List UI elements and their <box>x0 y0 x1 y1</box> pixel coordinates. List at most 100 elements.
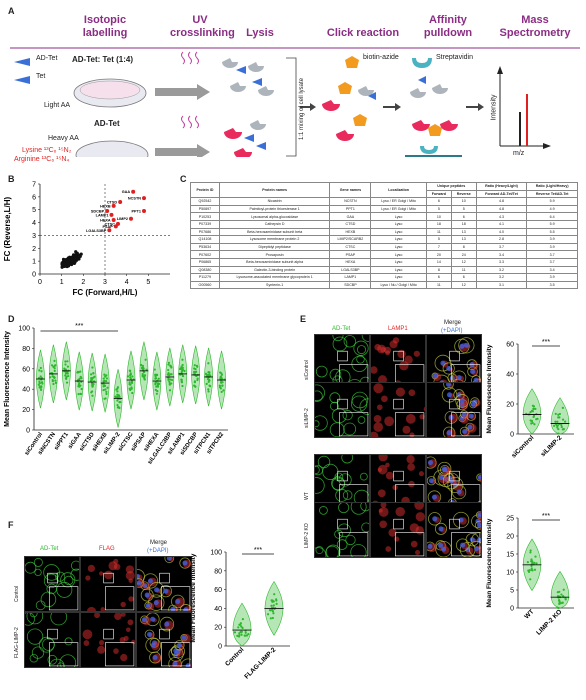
chartD-point <box>64 360 67 363</box>
micrograph-f-1-2 <box>136 612 192 668</box>
table-cell: PPT1 <box>329 204 372 214</box>
table-cell: Q14108 <box>190 235 220 244</box>
chartD-point <box>129 372 132 375</box>
chartF-point <box>240 633 243 636</box>
chartE2-point <box>529 549 532 552</box>
table-cell: 18 <box>425 219 452 229</box>
chartD-point <box>167 361 171 364</box>
micrograph-e-2-1 <box>370 454 426 510</box>
table-cell: 6 <box>425 197 452 206</box>
chartD-point <box>91 385 94 388</box>
chartE1-point <box>557 416 560 419</box>
chartD-point <box>145 368 148 371</box>
micrograph-f-0-1 <box>80 556 136 612</box>
chartD-point <box>194 385 197 388</box>
panel-label-f: F <box>8 520 14 530</box>
chartD-point <box>79 375 82 378</box>
th-ratio-light-heavy: Ratio (Light/Heavy) <box>526 182 578 191</box>
table-cell: Lysosome-associated membrane glycoprotei… <box>218 273 331 282</box>
chartD-point <box>143 378 146 381</box>
table-cell: 4.8 <box>475 204 528 214</box>
protein-table: Protein ID Protein names Gene names Loca… <box>190 181 578 290</box>
chartF-point <box>271 600 274 603</box>
chartD-point <box>154 383 157 386</box>
table-cell: CTSC <box>329 242 372 252</box>
chartF-point <box>237 626 240 629</box>
table-row: P53634 Dipeptidyl peptidase CTSC Lyso 7 8 3.7 3… <box>190 242 578 252</box>
table-cell: 4.9 <box>526 204 578 214</box>
table-cell: 6.4 <box>526 212 578 221</box>
chartD-point <box>196 378 199 382</box>
chartD-point <box>181 363 184 367</box>
chartD-point <box>116 390 119 393</box>
chartD-point <box>167 368 170 372</box>
chartE1-category-label: siControl <box>510 434 535 459</box>
table-cell: 3.1 <box>475 280 528 290</box>
chartE1-point <box>532 405 536 408</box>
chartF-point <box>239 630 242 633</box>
chartD-point <box>91 394 94 397</box>
chartD-point <box>37 383 40 386</box>
chartD-point <box>140 363 143 367</box>
chart-e-bottom-ylabel: Mean Fluorescence Intensity <box>486 518 493 607</box>
table-cell: LAMP1 <box>329 273 372 282</box>
chartE1-point <box>557 432 560 435</box>
chartD-point <box>49 376 52 379</box>
streptavidin-icon <box>412 58 432 68</box>
chartE2-point <box>526 561 529 564</box>
chartD-point <box>126 375 130 378</box>
arrow-light-icon <box>155 84 210 100</box>
chartD-point <box>89 379 93 382</box>
chartD-point <box>64 374 67 377</box>
table-cell: 8 <box>450 242 477 252</box>
chartF-point <box>244 634 247 637</box>
chartE1-point <box>530 422 533 425</box>
table-cell: 4.0 <box>475 227 528 237</box>
table-cell: Lyso / Nu / Golgi / Mito <box>370 280 427 290</box>
table-cell: Syntenin-1 <box>218 280 331 290</box>
chart-b-point <box>78 254 82 259</box>
table-cell: 20 <box>425 250 452 259</box>
chartD-point <box>222 389 225 392</box>
chartD-point <box>220 381 223 384</box>
chartD-ytick-label: 0 <box>26 428 30 435</box>
chartD-ytick-label: 100 <box>18 326 30 333</box>
panel-label-e: E <box>300 314 307 324</box>
chartE1-point <box>557 413 560 416</box>
chartD-category-label: siPPT1 <box>54 431 71 451</box>
chartD-point <box>141 375 145 378</box>
chart-b-highlight-point <box>118 200 123 204</box>
chartD-point <box>155 385 158 388</box>
e-row-label: siControl <box>304 360 310 380</box>
table-cell: Lyso <box>370 265 427 275</box>
chart-d-significance: *** <box>75 323 83 330</box>
chart-b-ytick-label: 2 <box>32 246 36 253</box>
table-row: P07339 Cathepsin D CTSD Lyso 18 18 4.1 5.9 <box>190 219 578 229</box>
chart-b-highlight-point <box>105 209 110 213</box>
th-unique-peptides: Unique peptides <box>425 182 477 191</box>
table-cell: LGALS3BP <box>329 265 372 275</box>
table-cell: Beta-hexosaminidase subunit beta <box>218 227 331 237</box>
chartD-point <box>105 374 108 377</box>
chartD-point <box>169 364 172 367</box>
chartE2-ytick-label: 10 <box>506 570 514 577</box>
table-cell: 3.4 <box>526 265 578 275</box>
chartE2-point <box>530 567 533 570</box>
chartD-point <box>130 386 133 389</box>
chart-b-point-label: CTSD <box>107 201 118 205</box>
micrograph-e-1-0 <box>314 382 370 438</box>
biotin-azide-label: biotin-azide <box>363 54 399 61</box>
e-header-adtet: AD-Tet <box>332 326 351 332</box>
chartD-point <box>219 387 222 390</box>
chart-e-top-significance: *** <box>542 339 550 346</box>
chartD-point <box>77 383 80 386</box>
step-uv-crosslinking: UV crosslinking <box>170 14 235 39</box>
chartD-point <box>208 371 211 374</box>
chart-b-highlight-point <box>129 216 133 221</box>
table-cell: Q08380 <box>190 265 220 275</box>
chartD-point <box>221 384 224 387</box>
chartD-point <box>76 371 79 374</box>
panel-label-c: C <box>180 174 187 184</box>
